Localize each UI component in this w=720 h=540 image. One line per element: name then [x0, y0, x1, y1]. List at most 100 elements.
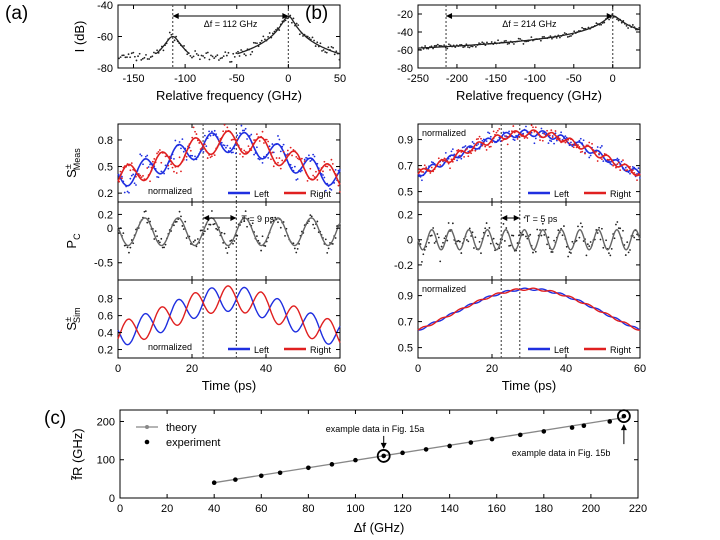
a_spectrum-spectrum-point	[218, 59, 220, 61]
a_pc-ytick-label: -0.5	[94, 258, 113, 270]
b_spectrum-spectrum-point	[539, 39, 542, 42]
b_spectrum-spectrum-point	[454, 46, 457, 49]
a_spectrum-spectrum-point	[153, 51, 155, 54]
a_meas-right-point	[194, 130, 196, 133]
a_spectrum-spectrum-point	[189, 54, 192, 57]
c_fr-ytick-label: 100	[97, 455, 115, 467]
c_fr-experiment-point	[468, 440, 474, 445]
a_spectrum-spectrum-point	[311, 36, 314, 39]
b_pc-point	[567, 255, 570, 258]
a_spectrum-spectrum-point	[167, 38, 170, 41]
b_meas-left-point	[522, 132, 525, 135]
a_meas-left-point	[338, 168, 341, 171]
b_spectrum-spectrum-point	[519, 38, 522, 40]
b_meas-left-point	[600, 145, 603, 147]
a_spectrum-spectrum-point	[229, 61, 231, 63]
a_spectrum-spectrum-point	[194, 50, 197, 52]
b_pc-point	[488, 227, 491, 229]
a_meas-right-point	[261, 130, 264, 133]
c_fr-legend-experiment-label: experiment	[166, 437, 220, 449]
a_spectrum-spectrum-point	[336, 52, 339, 55]
a_pc-point	[128, 251, 130, 254]
a_pc-point	[184, 220, 187, 223]
b_spectrum-spectrum-point	[551, 37, 553, 40]
b_meas-right-point	[447, 162, 450, 165]
b_pc-point	[626, 241, 629, 244]
a_spectrum-spectrum-point	[145, 53, 147, 56]
a_meas-right-point	[160, 161, 163, 164]
b_spectrum-spectrum-point	[430, 45, 433, 48]
c_fr-experiment-point	[381, 453, 387, 459]
b_spectrum-xtick-label: 0	[610, 73, 616, 85]
a_meas-right-point	[149, 180, 151, 183]
a_pc-point	[295, 251, 298, 254]
a_spectrum-spectrum-point	[181, 45, 184, 48]
a_meas-left-point	[225, 146, 227, 149]
a_meas-left-point	[313, 155, 316, 158]
a_meas-left-point	[146, 154, 149, 157]
b_spectrum-spectrum-point	[484, 44, 487, 47]
b_spectrum-spectrum-point	[608, 18, 610, 21]
b_spectrum-spectrum-point	[522, 43, 525, 45]
a_meas-right-point	[331, 162, 334, 165]
a_meas-right-point	[185, 155, 188, 158]
a_pc-point	[215, 227, 218, 230]
b_spectrum-spectrum-point	[619, 18, 622, 21]
b_meas-left-point	[610, 163, 613, 166]
a_pc-point	[274, 216, 277, 219]
b_spectrum-spectrum-point	[565, 33, 568, 35]
a_pc-point	[126, 246, 129, 249]
b_meas-left-point	[503, 135, 506, 137]
b_pc-point	[447, 222, 450, 224]
b_spectrum-spectrum-point	[609, 16, 612, 19]
a_spectrum-spectrum-point	[259, 41, 262, 44]
a_meas-right-point	[317, 169, 320, 172]
c_fr-xtick-label: 200	[582, 503, 600, 515]
a_meas-right-point	[329, 169, 331, 171]
a_spectrum-annotation-bg	[196, 17, 265, 29]
a_pc-point	[296, 247, 299, 250]
b_spectrum-spectrum-point	[593, 24, 596, 27]
a_spectrum-spectrum-point	[319, 42, 322, 45]
c_fr-xlabel: Δf (GHz)	[354, 520, 405, 535]
c_fr-experiment-point	[277, 470, 283, 476]
b_spectrum-spectrum-point	[592, 26, 595, 28]
b_meas-right-point	[437, 157, 440, 160]
a_meas-right-point	[239, 153, 241, 155]
a_meas-right-point	[213, 154, 216, 157]
a_spectrum-spectrum-point	[118, 57, 120, 60]
a_spectrum-spectrum-point	[183, 44, 185, 47]
b_spectrum-spectrum-point	[440, 44, 442, 47]
b_meas-right-point	[495, 131, 498, 134]
b_pc-point	[585, 254, 588, 257]
b_meas-left-point	[638, 176, 641, 179]
b_meas-right-point	[581, 150, 584, 153]
b_meas-right-point	[554, 130, 557, 132]
b_spectrum-spectrum-point	[590, 26, 593, 29]
b_pc-point	[523, 216, 526, 219]
b_spectrum-spectrum-point	[636, 28, 639, 31]
b_spectrum-spectrum-point	[574, 32, 577, 35]
b_pc-point	[457, 239, 460, 242]
b_spectrum-spectrum-point	[555, 36, 558, 39]
a_pc-point	[213, 222, 216, 225]
a_meas-left-point	[202, 150, 205, 153]
b_pc-point	[489, 242, 492, 245]
a_meas-right-point	[312, 174, 315, 177]
b_spectrum-spectrum-point	[474, 45, 477, 48]
a_meas-right-point	[291, 154, 293, 157]
b_pc-point	[579, 222, 582, 225]
b_pc-point	[421, 260, 423, 263]
b_meas-right-point	[541, 139, 544, 142]
b_pc-period-arrow-head-left	[501, 215, 508, 221]
c_fr-xtick-label: 120	[393, 503, 411, 515]
b_meas-right-point	[622, 159, 624, 162]
a_meas-left-point	[232, 151, 234, 154]
b_meas-right-point	[530, 124, 533, 127]
a_pc-point	[143, 210, 146, 213]
a_spectrum-spectrum-point	[270, 36, 273, 39]
a_spectrum-spectrum-point	[140, 59, 143, 61]
a_pc-point	[209, 223, 212, 226]
a_meas-left-point	[133, 182, 136, 185]
a_meas-right-point	[300, 157, 303, 160]
